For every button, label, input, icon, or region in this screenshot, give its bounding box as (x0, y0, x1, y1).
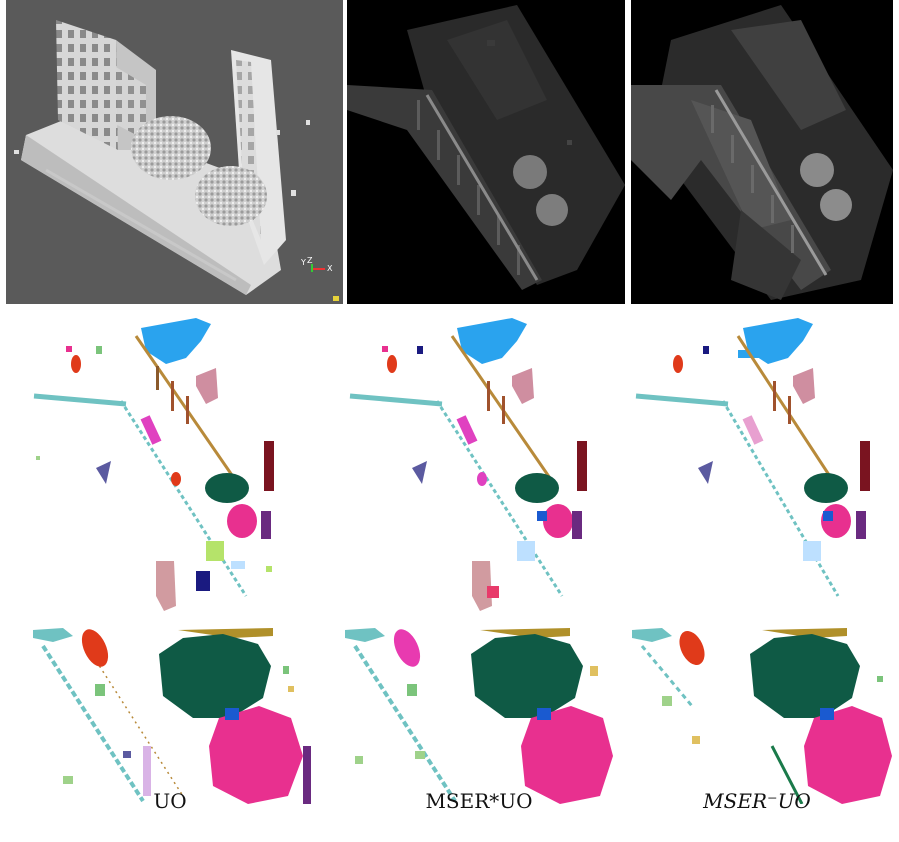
axis-z-label: Z (307, 256, 313, 265)
axis-y-arrow (311, 264, 313, 272)
caption-uo: UO (153, 789, 187, 813)
zoom-uo-image (33, 628, 311, 804)
depth-image-panel (347, 0, 625, 304)
caption-mser-minus-uo: MSER⁻UO (703, 789, 811, 813)
segmentation-uo-panel (6, 306, 306, 618)
segmentation-mser-star-uo-image (349, 318, 587, 611)
filled-depth-image (631, 5, 893, 300)
zoom-mser-minus-uo-image (632, 628, 892, 804)
zoom-uo-panel (33, 626, 311, 804)
axis-x-label: X (327, 264, 333, 273)
caption-mser-star-uo: MSER*UO (425, 789, 533, 813)
depth-image (347, 5, 625, 290)
segmentation-mser-star-uo-panel (322, 306, 622, 618)
rendered-point-cloud-panel: Y Z X (6, 0, 343, 304)
segmentation-uo-image (33, 318, 274, 611)
zoom-mser-minus-uo-panel (632, 626, 894, 804)
filled-depth-image-panel (631, 0, 893, 304)
segmentation-mser-minus-uo-panel (628, 306, 894, 618)
zoom-mser-star-uo-image (345, 628, 613, 804)
segmentation-mser-minus-uo-image (635, 318, 870, 597)
axis-y-label: Y (301, 258, 306, 267)
axis-gizmo: Y Z X (301, 256, 337, 278)
zoom-mser-star-uo-panel (345, 626, 617, 804)
rendered-point-cloud-image (14, 20, 310, 295)
corner-marker-icon (333, 296, 339, 301)
axis-x-arrow (313, 268, 325, 270)
